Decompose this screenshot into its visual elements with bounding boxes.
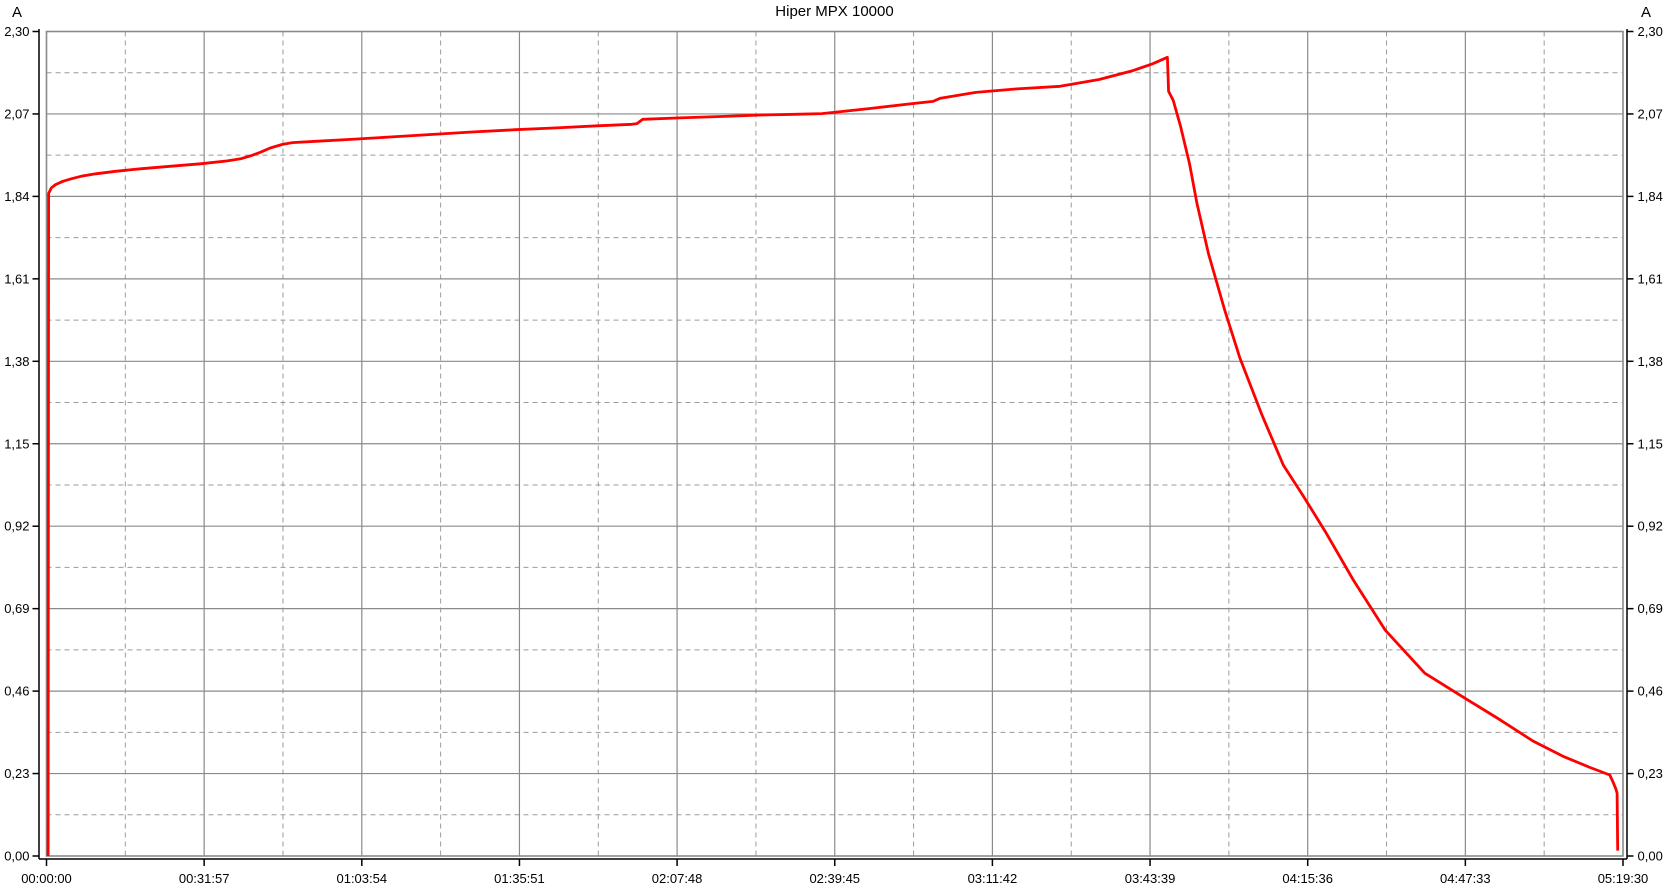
y-unit-label-right: A [1641, 4, 1652, 21]
svg-text:2,07: 2,07 [4, 106, 29, 121]
svg-text:0,23: 0,23 [4, 766, 29, 781]
svg-text:1,15: 1,15 [4, 436, 29, 451]
grid-minor [46, 31, 1623, 856]
svg-text:04:47:33: 04:47:33 [1440, 871, 1491, 886]
svg-text:0,00: 0,00 [1638, 849, 1663, 864]
svg-text:0,69: 0,69 [1638, 601, 1663, 616]
svg-text:0,69: 0,69 [4, 601, 29, 616]
svg-text:03:11:42: 03:11:42 [968, 871, 1018, 886]
svg-text:0,92: 0,92 [4, 519, 29, 534]
svg-text:1,15: 1,15 [1638, 436, 1663, 451]
svg-text:00:00:00: 00:00:00 [21, 871, 72, 886]
axis-frame [32, 29, 1634, 866]
svg-text:2,07: 2,07 [1638, 106, 1663, 121]
x-axis-labels: 00:00:00 00:31:57 01:03:54 01:35:51 02:07:48… [21, 871, 1648, 886]
y-unit-label-left: A [12, 4, 23, 21]
svg-text:1,84: 1,84 [1638, 189, 1663, 204]
svg-text:0,23: 0,23 [1638, 766, 1663, 781]
svg-text:1,38: 1,38 [1638, 354, 1663, 369]
chart-title: Hiper MPX 10000 [775, 3, 894, 20]
grid-major [46, 31, 1623, 856]
svg-text:04:15:36: 04:15:36 [1282, 871, 1333, 886]
svg-text:2,30: 2,30 [1638, 24, 1663, 39]
svg-text:1,61: 1,61 [4, 271, 29, 286]
current-series-line [46, 55, 1620, 857]
svg-text:0,46: 0,46 [1638, 684, 1663, 699]
current-series [46, 55, 1620, 857]
svg-text:02:07:48: 02:07:48 [652, 871, 703, 886]
svg-text:00:31:57: 00:31:57 [179, 871, 230, 886]
y-axis-labels-right: 2,30 2,07 1,84 1,61 1,38 1,15 0,92 0,69 0,46 0,23… [1638, 24, 1663, 864]
plot-border [45, 30, 1624, 857]
svg-text:0,00: 0,00 [4, 849, 29, 864]
y-axis-labels-left: 2,30 2,07 1,84 1,61 1,38 1,15 0,92 0,69 0,46 0,23… [4, 24, 29, 864]
svg-text:01:35:51: 01:35:51 [494, 871, 545, 886]
svg-text:0,92: 0,92 [1638, 519, 1663, 534]
svg-text:2,30: 2,30 [4, 24, 29, 39]
svg-text:02:39:45: 02:39:45 [809, 871, 860, 886]
svg-text:0,46: 0,46 [4, 684, 29, 699]
svg-text:01:03:54: 01:03:54 [336, 871, 387, 886]
svg-text:05:19:30: 05:19:30 [1598, 871, 1649, 886]
svg-text:1,38: 1,38 [4, 354, 29, 369]
svg-text:03:43:39: 03:43:39 [1125, 871, 1176, 886]
svg-text:1,84: 1,84 [4, 189, 29, 204]
svg-text:1,61: 1,61 [1638, 271, 1663, 286]
